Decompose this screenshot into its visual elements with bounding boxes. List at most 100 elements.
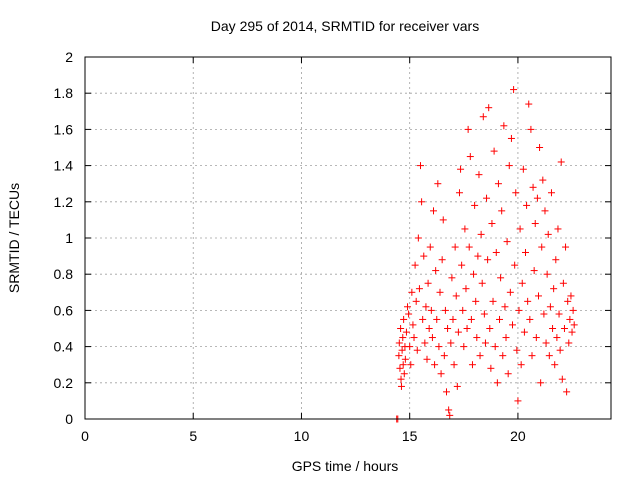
data-point — [510, 86, 518, 94]
data-point — [517, 361, 525, 369]
data-point — [468, 361, 476, 369]
data-point — [496, 315, 504, 323]
data-point — [492, 248, 500, 256]
data-point — [444, 325, 452, 332]
data-point — [420, 252, 428, 260]
data-point — [450, 361, 458, 369]
data-point — [442, 388, 450, 396]
data-point — [466, 153, 474, 161]
y-tick-label: 0.6 — [54, 302, 74, 318]
data-point — [435, 343, 443, 351]
y-tick-label: 1.8 — [54, 85, 74, 101]
data-point — [481, 339, 489, 347]
data-point — [512, 189, 520, 197]
x-tick-label: 5 — [189, 428, 197, 444]
y-tick-label: 0 — [65, 411, 73, 427]
data-point — [472, 297, 480, 305]
data-point — [410, 334, 418, 342]
data-point — [539, 176, 547, 184]
data-point — [423, 355, 431, 363]
data-point — [568, 328, 576, 336]
data-point — [505, 162, 513, 170]
data-point — [487, 364, 495, 372]
data-points — [393, 86, 578, 423]
data-point — [474, 252, 482, 260]
data-point — [431, 361, 439, 369]
y-axis-label: SRMTID / TECUs — [6, 183, 22, 293]
y-tick-label: 1.4 — [54, 158, 74, 174]
data-point — [422, 303, 430, 311]
data-point — [498, 207, 506, 215]
data-point — [463, 325, 471, 332]
data-point — [532, 334, 540, 342]
data-point — [415, 285, 423, 293]
data-point — [520, 328, 528, 336]
data-point — [542, 339, 550, 347]
data-point — [515, 306, 523, 314]
data-point — [409, 321, 417, 329]
grid — [85, 57, 611, 419]
axis-ticks: 0 5 10 15 20 0 0.2 0.4 0.6 0.8 1 1.2 1.4 1.6 1.8 2 — [54, 49, 611, 444]
data-point — [494, 180, 502, 188]
data-point — [488, 220, 496, 228]
data-point — [516, 225, 524, 233]
data-point — [491, 343, 499, 351]
data-point — [419, 315, 427, 323]
data-point — [551, 361, 559, 369]
data-point — [540, 310, 548, 318]
data-point — [402, 328, 410, 336]
data-point — [405, 310, 413, 318]
data-point — [399, 361, 407, 369]
data-point — [485, 104, 493, 112]
data-point — [569, 306, 577, 314]
y-tick-label: 0.8 — [54, 266, 74, 282]
x-tick-label: 10 — [294, 428, 310, 444]
data-point — [523, 201, 531, 209]
data-point — [531, 220, 539, 228]
x-tick-label: 15 — [402, 428, 418, 444]
data-point — [549, 325, 557, 332]
data-point — [407, 361, 415, 369]
data-point — [436, 288, 444, 296]
data-point — [547, 189, 555, 197]
data-point — [479, 113, 487, 121]
data-point — [478, 279, 486, 287]
data-point — [480, 310, 488, 318]
data-point — [526, 315, 534, 323]
data-point — [440, 352, 448, 360]
data-point — [525, 100, 533, 108]
data-point — [557, 158, 565, 166]
data-point — [504, 370, 512, 378]
data-point — [507, 134, 515, 142]
data-point — [439, 216, 447, 224]
y-tick-label: 1 — [65, 230, 73, 246]
data-point — [473, 334, 481, 342]
data-point — [558, 375, 566, 383]
data-point — [447, 339, 455, 347]
data-point — [550, 285, 558, 293]
chart-title: Day 295 of 2014, SRMTID for receiver var… — [211, 18, 479, 34]
data-point — [528, 352, 536, 360]
data-point — [533, 194, 541, 202]
data-point — [454, 328, 462, 336]
data-point — [465, 243, 473, 251]
y-tick-label: 0.2 — [54, 375, 74, 391]
data-point — [555, 310, 563, 318]
data-point — [441, 306, 449, 314]
x-tick-label: 20 — [510, 428, 526, 444]
data-point — [489, 297, 497, 305]
data-point — [541, 207, 549, 215]
data-point — [397, 375, 405, 383]
data-point — [446, 411, 454, 419]
data-point — [513, 346, 521, 354]
data-point — [536, 144, 544, 151]
data-point — [537, 379, 545, 387]
data-point — [477, 230, 485, 238]
y-tick-label: 2 — [65, 49, 73, 65]
data-point — [534, 292, 542, 300]
data-point — [467, 315, 475, 323]
data-point — [501, 303, 509, 311]
data-point — [424, 279, 432, 287]
